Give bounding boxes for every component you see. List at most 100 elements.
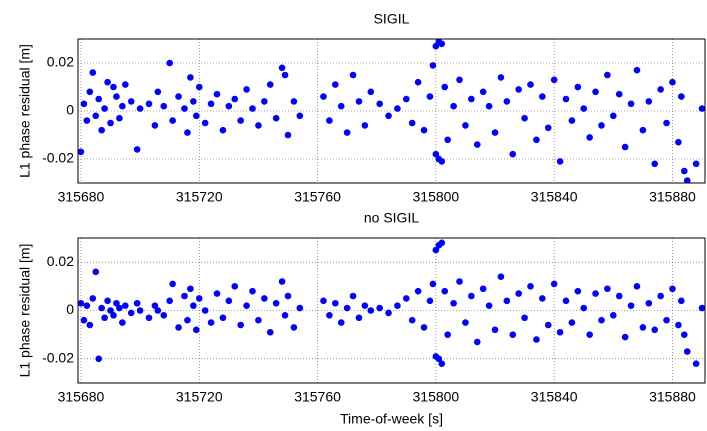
point [680, 167, 688, 175]
point [675, 138, 682, 146]
point [669, 285, 676, 293]
point [332, 81, 339, 88]
point [429, 280, 437, 288]
point [580, 105, 588, 112]
point [86, 321, 94, 329]
point [408, 316, 416, 324]
point [89, 295, 97, 302]
point [225, 102, 233, 110]
point [290, 98, 298, 105]
point [574, 83, 582, 91]
points [78, 39, 705, 183]
point [349, 292, 357, 300]
y-tick-label: 0.02 [47, 253, 74, 269]
point [432, 246, 440, 254]
point [586, 331, 593, 338]
point [610, 312, 617, 319]
point [272, 114, 280, 122]
point [633, 283, 641, 290]
point [438, 239, 446, 247]
point [438, 360, 446, 367]
subplot-title: no SIGIL [364, 210, 419, 226]
point [479, 88, 487, 96]
point [462, 319, 469, 326]
point [83, 117, 91, 124]
point [80, 100, 88, 108]
point [521, 114, 528, 122]
point [320, 297, 327, 305]
subplot: 315680 315720 315760 315800 315840 315880 -0.0… [17, 11, 706, 205]
point [219, 314, 227, 322]
point [193, 326, 200, 334]
point [219, 126, 227, 134]
point [680, 331, 688, 338]
point [127, 309, 135, 317]
point [361, 302, 369, 309]
point [562, 95, 570, 103]
point [101, 105, 108, 112]
point [503, 297, 511, 305]
point [533, 136, 540, 144]
point [627, 302, 635, 309]
point [187, 285, 194, 293]
point [278, 64, 286, 72]
point [497, 74, 505, 81]
point [568, 117, 576, 124]
point [462, 122, 469, 129]
point [485, 102, 493, 110]
point [539, 93, 546, 100]
point [231, 283, 239, 290]
point [145, 100, 153, 108]
point [278, 278, 286, 285]
point [420, 126, 428, 134]
x-tick-label: 315680 [58, 389, 105, 405]
point [160, 312, 168, 319]
point [207, 319, 215, 326]
point [151, 302, 159, 309]
point [598, 316, 605, 324]
y-axis-label: L1 phase residual [m] [17, 244, 33, 378]
point [592, 290, 599, 297]
y-tick-label: -0.02 [42, 350, 74, 366]
point [515, 290, 522, 297]
point [580, 304, 588, 312]
point [193, 112, 200, 120]
point [491, 129, 499, 136]
x-tick-label: 315720 [176, 389, 223, 405]
point [515, 86, 522, 93]
x-tick-label: 315880 [649, 389, 696, 405]
point [284, 131, 292, 139]
point [394, 105, 401, 112]
point [367, 307, 375, 314]
point [385, 112, 392, 120]
point [568, 319, 576, 326]
point [473, 141, 481, 148]
point [621, 143, 629, 151]
point [402, 95, 410, 103]
point [261, 98, 268, 105]
point [181, 292, 188, 300]
point [651, 326, 659, 334]
point [249, 105, 256, 112]
point [544, 124, 552, 132]
point [426, 297, 434, 305]
point [562, 297, 570, 305]
point [255, 122, 262, 129]
point [166, 297, 173, 305]
x-tick-label: 315720 [176, 189, 223, 205]
point [213, 290, 221, 297]
point [473, 338, 481, 346]
point [376, 100, 383, 108]
point [169, 280, 176, 288]
point [651, 160, 659, 168]
x-tick-label: 315800 [413, 189, 460, 205]
point [343, 304, 351, 312]
point [320, 93, 327, 100]
point [237, 321, 244, 329]
point [133, 299, 141, 307]
point [332, 299, 339, 307]
point [249, 287, 256, 295]
point [261, 295, 268, 302]
point [326, 312, 333, 319]
